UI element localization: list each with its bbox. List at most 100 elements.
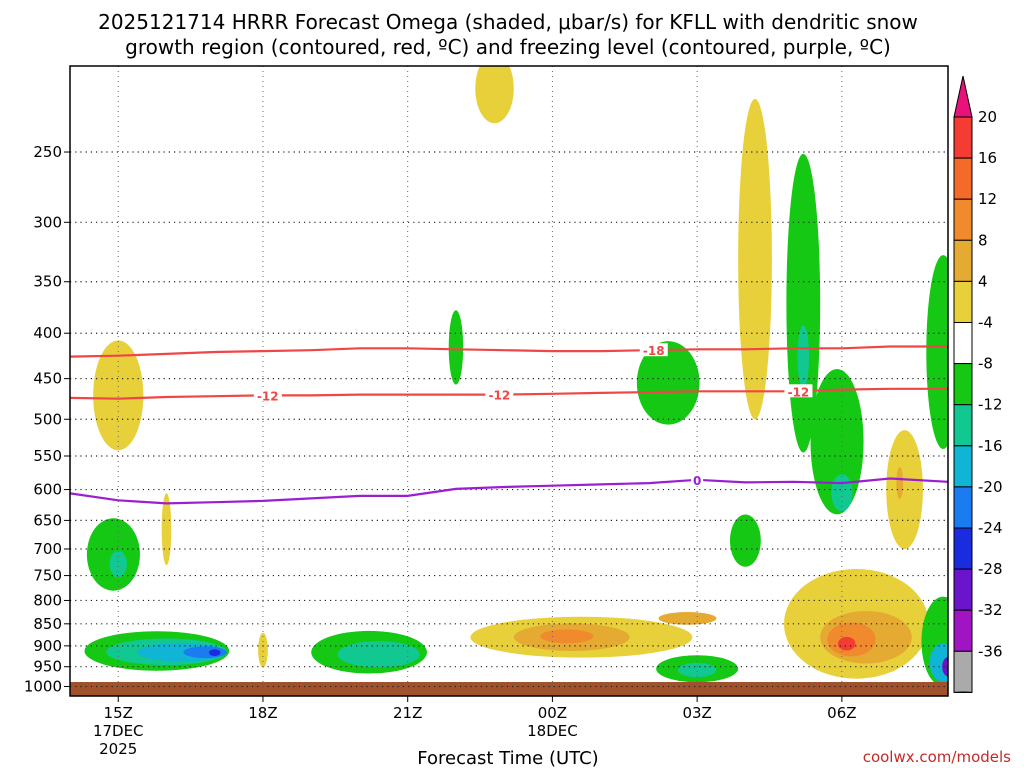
omega-region-descent-2230z-top [475, 66, 514, 124]
x-tick-label: 06Z [827, 704, 856, 722]
colorbar-label: -28 [978, 560, 1003, 578]
colorbar-swatch [953, 527, 973, 570]
grid [70, 66, 948, 696]
x-tick-year: 2025 [99, 740, 137, 758]
colorbar-swatch [953, 322, 973, 365]
credit-text: coolwx.com/models [863, 748, 1011, 766]
contours: -18 -12 -12 -12 0 [70, 343, 948, 505]
omega-region-ascent-03z-low-inner [677, 662, 717, 678]
y-tick-label: 450 [33, 370, 62, 388]
colorbar-top-arrow [953, 75, 973, 118]
contour-freezing-level [70, 477, 948, 505]
colorbar-swatch [953, 568, 973, 611]
colorbar-swatch [953, 445, 973, 488]
colorbar-label: 20 [978, 108, 997, 126]
y-tick-label: 250 [33, 143, 62, 161]
colorbar-label: -12 [978, 396, 1003, 414]
y-tick-label: 400 [33, 324, 62, 342]
colorbar-label: -20 [978, 478, 1003, 496]
colorbar-label: -32 [978, 601, 1003, 619]
omega-region-ascent-05z-slant [810, 369, 864, 515]
y-tick-label: 500 [33, 410, 62, 428]
plot-frame [69, 65, 949, 697]
contour-label: -18 [643, 344, 665, 358]
x-tick-label: 21Z [393, 704, 422, 722]
colorbar: 20 16 12 8 4 -4 -8 -12 -16 -20 -24 -28 -32 -36 [953, 75, 1003, 693]
x-tick-date: 17DEC [93, 722, 144, 740]
colorbar-swatch [953, 486, 973, 529]
omega-region-ascent-20z-low-inner [337, 641, 420, 668]
y-tick-label: 350 [33, 273, 62, 291]
contour-label-bg [253, 388, 282, 402]
y-tick-label: 950 [33, 658, 62, 676]
colorbar-swatch [953, 157, 973, 200]
x-tick-date: 18DEC [527, 722, 578, 740]
omega-region-descent-15z-upper [93, 340, 144, 451]
omega-region-descent-16z-thin [161, 493, 172, 566]
omega-region-descent-00z-low-core [540, 629, 594, 644]
colorbar-swatch [953, 239, 973, 282]
x-tick-label: 18Z [248, 704, 277, 722]
contour-dendritic-upper [70, 345, 948, 358]
omega-region-ascent-1530z-low-peak [208, 649, 221, 657]
x-tick-label: 00Z [538, 704, 567, 722]
plot-area: -18 -12 -12 -12 0 250 300 350 400 450 500 550 600 650… [24, 65, 949, 758]
title-line-2: growth region (contoured, red, ºC) and f… [125, 35, 891, 59]
y-tick-label: 550 [33, 447, 62, 465]
x-tick-label: 03Z [682, 704, 711, 722]
y-tick-label: 300 [33, 213, 62, 231]
omega-region-ascent-15z-mid-inner [109, 550, 127, 578]
contour-label: -12 [489, 389, 511, 403]
x-tick-label: 15Z [104, 704, 133, 722]
omega-region-ascent-05z-tower [786, 153, 821, 453]
ground-strip [70, 682, 948, 696]
omega-region-ascent-0330z-mid [729, 514, 761, 567]
contour-label: -12 [788, 385, 810, 399]
x-axis-label: Forecast Time (UTC) [417, 748, 598, 768]
omega-region-descent-06z-low-max [838, 636, 856, 651]
colorbar-label: -8 [978, 355, 993, 373]
y-tick-label: 700 [33, 540, 62, 558]
contour-label: -12 [257, 389, 279, 403]
y-tick-label: 850 [33, 615, 62, 633]
colorbar-label: 12 [978, 190, 997, 208]
omega-region-descent-04z-tower [738, 98, 772, 420]
omega-region-ascent-02z-mid [636, 341, 700, 425]
y-tick-label: 600 [33, 481, 62, 499]
colorbar-label: 8 [978, 231, 988, 249]
omega-region-descent-07z-mid-inner [896, 467, 904, 500]
colorbar-swatch [953, 650, 973, 693]
contour-label-bg [784, 384, 813, 398]
contour-label-bg [485, 387, 514, 401]
colorbar-label: 4 [978, 272, 988, 290]
y-tick-label: 650 [33, 511, 62, 529]
omega-shading [84, 66, 948, 687]
omega-region-descent-18z-thin [258, 632, 268, 668]
contour-label: 0 [693, 474, 701, 488]
contour-label-bg [691, 472, 704, 486]
y-tick-label: 800 [33, 591, 62, 609]
colorbar-label: -4 [978, 314, 993, 332]
colorbar-label: -36 [978, 642, 1003, 660]
colorbar-swatch [953, 609, 973, 652]
colorbar-swatch [953, 198, 973, 241]
colorbar-label: -24 [978, 519, 1003, 537]
colorbar-label: -16 [978, 437, 1003, 455]
colorbar-label: 16 [978, 149, 997, 167]
omega-region-descent-0230z-low [658, 611, 717, 625]
y-tick-label: 900 [33, 637, 62, 655]
omega-region-ascent-05z-mid-inner [797, 325, 810, 388]
contour-label-bg [639, 343, 668, 357]
colorbar-swatch [953, 363, 973, 406]
omega-region-ascent-06z-mid-inner [831, 474, 853, 512]
colorbar-swatch [953, 116, 973, 159]
y-tick-label: 1000 [24, 677, 62, 695]
omega-region-descent-07z-mid [886, 430, 923, 549]
omega-region-ascent-08z-low-core [942, 657, 948, 677]
colorbar-swatch [953, 280, 973, 323]
omega-region-ascent-22z-upper [448, 310, 464, 385]
y-tick-label: 750 [33, 567, 62, 585]
title-line-1: 2025121714 HRRR Forecast Omega (shaded, … [98, 10, 918, 34]
